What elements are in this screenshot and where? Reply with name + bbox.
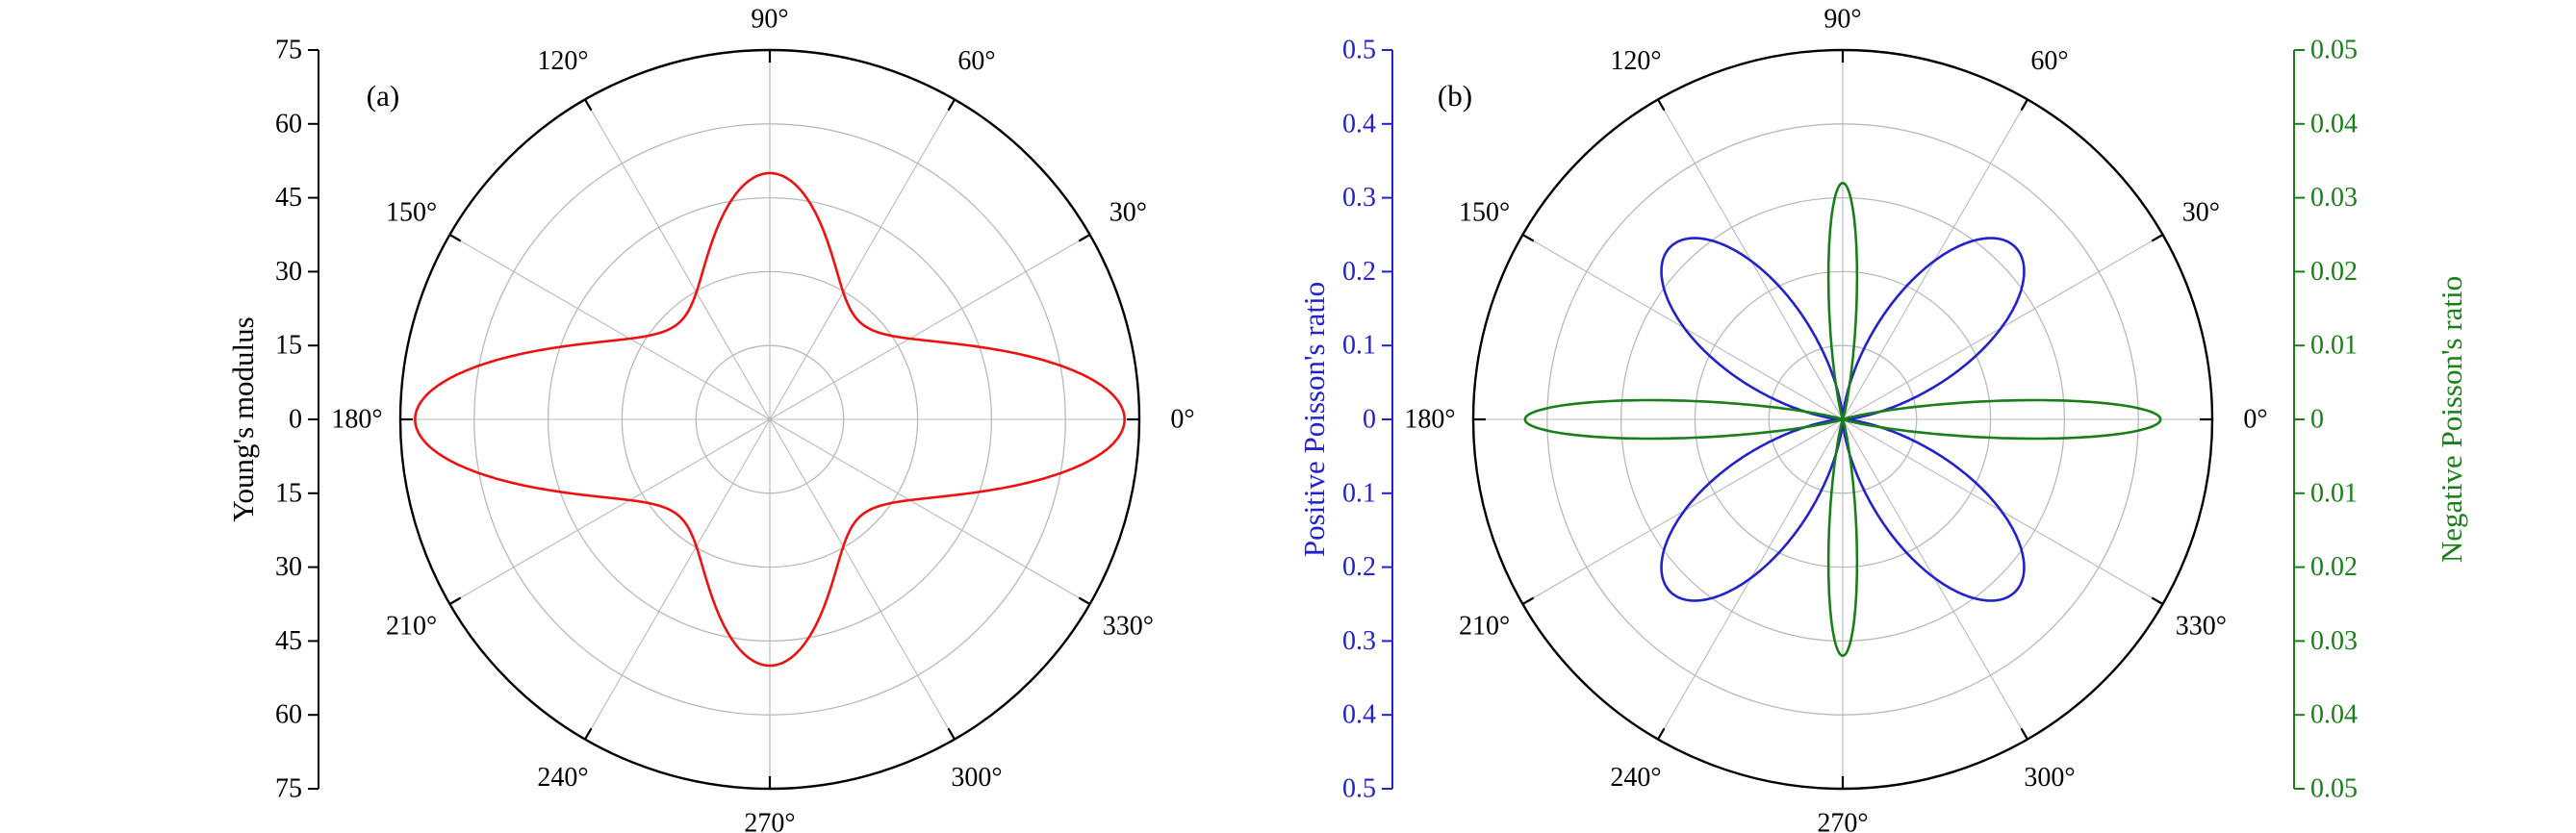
radial-tick-label: 15 [275, 478, 302, 508]
radial-tick-label: 0.1 [1342, 478, 1376, 508]
radial-tick-label: 0.4 [1342, 700, 1376, 730]
radial-tick-label: 45 [275, 626, 302, 656]
radial-tick-label: 0.03 [2310, 183, 2358, 213]
young-modulus-axis-title: Young's modulus [226, 316, 260, 522]
positive-poisson-axis-title: Positive Poisson's ratio [1297, 281, 1331, 558]
radial-tick-label: 0.04 [2310, 700, 2358, 730]
angle-tick-label: 270° [1817, 809, 1868, 833]
radial-tick-label: 0.2 [1342, 552, 1376, 582]
radial-tick-label: 45 [275, 183, 302, 213]
radial-tick-label: 0.05 [2310, 774, 2358, 804]
angle-tick-label: 60° [957, 46, 995, 76]
angle-tick-label: 30° [2182, 198, 2220, 228]
panel-a-label: (a) [366, 79, 400, 113]
angle-tick [947, 98, 956, 112]
angle-tick-label: 300° [951, 763, 1002, 793]
radial-tick-label: 0 [2310, 405, 2324, 435]
radial-tick-label: 0.01 [2310, 331, 2358, 361]
radial-tick-label: 30 [275, 257, 302, 287]
angle-tick-label: 240° [537, 763, 588, 793]
angle-tick-label: 120° [537, 46, 588, 76]
polar-grid-spoke [584, 99, 771, 420]
angle-tick-label: 0° [1170, 405, 1194, 435]
angle-tick [1657, 98, 1666, 112]
angle-tick-label: 90° [1824, 5, 1861, 35]
angle-tick [1657, 727, 1666, 741]
radial-tick-label: 0.3 [1342, 183, 1376, 213]
polar-grid-spoke [449, 418, 771, 605]
polar-grid-spoke [769, 234, 1090, 420]
polar-grid-spoke [769, 418, 1090, 605]
angle-tick [1521, 596, 1535, 605]
young-modulus-curve [414, 171, 1126, 668]
angle-tick-label: 180° [1404, 405, 1455, 435]
angle-tick [2151, 596, 2164, 605]
angle-tick [584, 98, 593, 112]
radial-tick-label: 0.4 [1342, 109, 1376, 139]
radial-tick-label: 15 [275, 331, 302, 361]
radial-tick-label: 0.01 [2310, 478, 2358, 508]
polar-grid-spoke [584, 418, 771, 740]
radial-tick-label: 75 [275, 36, 302, 65]
angle-tick-label: 180° [331, 405, 382, 435]
angle-tick [2020, 98, 2028, 112]
angle-tick-label: 210° [386, 612, 437, 642]
angle-tick [1078, 596, 1091, 605]
polar-grid-spoke [769, 99, 956, 420]
radial-tick-label: 0.04 [2310, 109, 2358, 139]
angle-tick-label: 30° [1109, 198, 1147, 228]
radial-tick-label: 0.1 [1342, 331, 1376, 361]
angle-tick-label: 150° [386, 198, 437, 228]
angle-tick-label: 210° [1459, 612, 1510, 642]
angle-tick-label: 300° [2024, 763, 2075, 793]
polar-grid-spoke [449, 234, 771, 420]
radial-tick-label: 0 [289, 405, 302, 435]
negative-poisson-axis-title: Negative Poisson's ratio [2435, 275, 2468, 564]
angle-tick-label: 150° [1459, 198, 1510, 228]
panel-b-label: (b) [1437, 79, 1473, 113]
radial-tick-label: 0.5 [1342, 774, 1376, 804]
angle-tick [448, 596, 462, 605]
radial-tick-label: 0.3 [1342, 626, 1376, 656]
angle-tick-label: 270° [744, 809, 795, 833]
angle-tick-label: 330° [2176, 612, 2227, 642]
angle-tick-label: 60° [2030, 46, 2068, 76]
angle-tick [584, 727, 593, 741]
angle-tick [1078, 234, 1091, 242]
radial-tick-label: 0.05 [2310, 36, 2358, 65]
radial-tick-label: 0.03 [2310, 626, 2358, 656]
radial-tick-label: 60 [275, 700, 302, 730]
polar-grid-spoke [769, 418, 956, 740]
radial-tick-label: 0.5 [1342, 36, 1376, 65]
radial-tick-label: 0.2 [1342, 257, 1376, 287]
angle-tick-label: 120° [1610, 46, 1661, 76]
angle-tick [2020, 727, 2028, 741]
negative-poisson-ratio-curve [1523, 181, 2162, 658]
angle-tick [947, 727, 956, 741]
angle-tick-label: 90° [751, 5, 788, 35]
angle-tick [448, 234, 462, 242]
angle-tick [2151, 234, 2164, 242]
angle-tick-label: 330° [1103, 612, 1154, 642]
radial-tick-label: 0.02 [2310, 257, 2358, 287]
radial-tick-label: 0 [1363, 405, 1376, 435]
angle-tick [1521, 234, 1535, 242]
radial-tick-label: 75 [275, 774, 302, 804]
radial-tick-label: 60 [275, 109, 302, 139]
angle-tick-label: 240° [1610, 763, 1661, 793]
radial-tick-label: 0.02 [2310, 552, 2358, 582]
angle-tick-label: 0° [2243, 405, 2267, 435]
radial-tick-label: 30 [275, 552, 302, 582]
